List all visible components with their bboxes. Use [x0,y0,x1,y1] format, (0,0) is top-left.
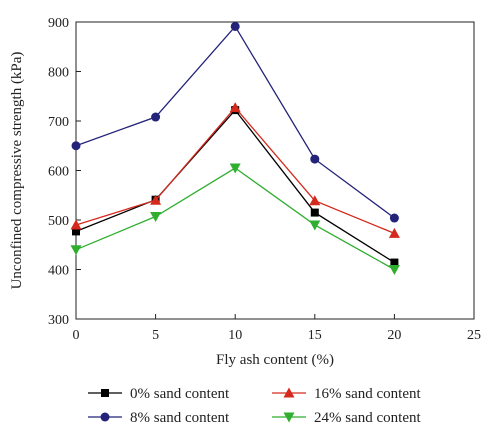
legend-item: 24% sand content [272,410,421,426]
data-point [229,163,241,174]
data-point [310,208,319,217]
plot-area [75,21,475,320]
legend-label: 24% sand content [314,410,421,426]
series-1 [71,21,399,223]
data-point [70,219,82,230]
legend-label: 0% sand content [130,386,230,402]
x-tick-label: 5 [152,328,159,343]
data-point [230,21,240,31]
legend-item: 0% sand content [88,386,230,402]
x-tick-label: 0 [73,328,80,343]
legend-label: 8% sand content [130,410,230,426]
x-tick-label: 10 [228,328,242,343]
plot-frame [75,21,475,320]
legend-marker [283,387,295,398]
series-3 [70,163,400,275]
y-tick-label: 600 [48,165,69,180]
data-point [389,213,399,223]
legend: 0% sand content 16% sand content 8% sand c… [88,386,421,426]
legend-marker [100,412,110,422]
series-layer [70,21,400,275]
series-2 [70,102,400,238]
y-tick-label: 800 [48,66,69,81]
data-point [388,227,400,238]
data-point [150,194,162,205]
legend-label: 16% sand content [314,386,421,402]
data-point [70,245,82,256]
data-point [309,220,321,231]
y-tick-label: 900 [48,16,69,31]
y-tick-label: 700 [48,115,69,130]
series-line [75,109,395,264]
data-point [309,195,321,206]
legend-marker [283,412,295,423]
data-point [72,227,80,236]
y-tick-label: 500 [48,214,69,229]
data-point [150,212,162,223]
legend-item: 16% sand content [272,386,421,402]
y-axis-title: Unconfined compressive strength (kPa) [9,52,25,290]
data-point [390,258,399,267]
x-tick-label: 15 [308,328,322,343]
y-tick-label: 400 [48,264,69,279]
data-point [310,154,320,164]
data-point [151,112,161,122]
data-point [71,141,81,151]
data-point [229,102,241,113]
x-axis-title: Fly ash content (%) [216,352,334,368]
x-tick-label: 20 [387,328,401,343]
legend-marker [101,389,109,397]
y-tick-label: 300 [48,313,69,328]
data-point [388,265,400,275]
axes: 0 5 10 15 20 25 300 400 500 600 700 800 900 [48,16,481,343]
legend-item: 8% sand content [88,410,230,426]
x-tick-label: 25 [467,328,481,343]
series-line [75,25,395,219]
